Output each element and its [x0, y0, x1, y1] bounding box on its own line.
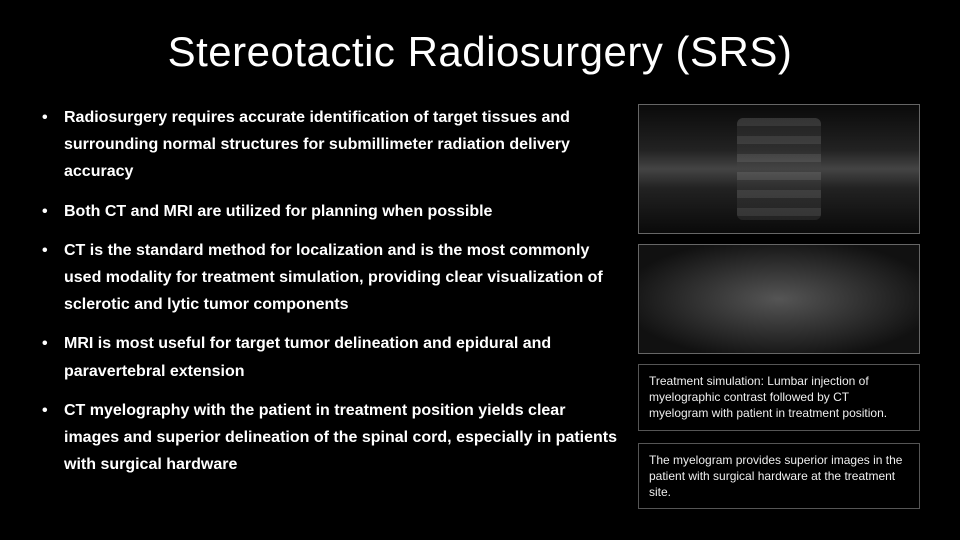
content-row: Radiosurgery requires accurate identific… [40, 104, 920, 511]
spine-hardware-hint [737, 118, 821, 220]
bullet-item: CT is the standard method for localizati… [40, 237, 620, 319]
caption-box: Treatment simulation: Lumbar injection o… [638, 364, 920, 431]
bullets-column: Radiosurgery requires accurate identific… [40, 104, 620, 511]
slide: Stereotactic Radiosurgery (SRS) Radiosur… [0, 0, 960, 540]
bullet-item: Radiosurgery requires accurate identific… [40, 104, 620, 186]
bullet-item: CT myelography with the patient in treat… [40, 397, 620, 479]
ct-myelogram-image [638, 244, 920, 354]
spine-xray-image [638, 104, 920, 234]
bullet-item: Both CT and MRI are utilized for plannin… [40, 198, 620, 225]
page-title: Stereotactic Radiosurgery (SRS) [40, 28, 920, 76]
right-column: Treatment simulation: Lumbar injection o… [638, 104, 920, 511]
bullet-item: MRI is most useful for target tumor deli… [40, 330, 620, 384]
caption-box: The myelogram provides superior images i… [638, 443, 920, 510]
bullet-list: Radiosurgery requires accurate identific… [40, 104, 620, 478]
